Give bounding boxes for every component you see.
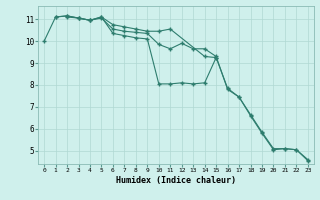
X-axis label: Humidex (Indice chaleur): Humidex (Indice chaleur) xyxy=(116,176,236,185)
